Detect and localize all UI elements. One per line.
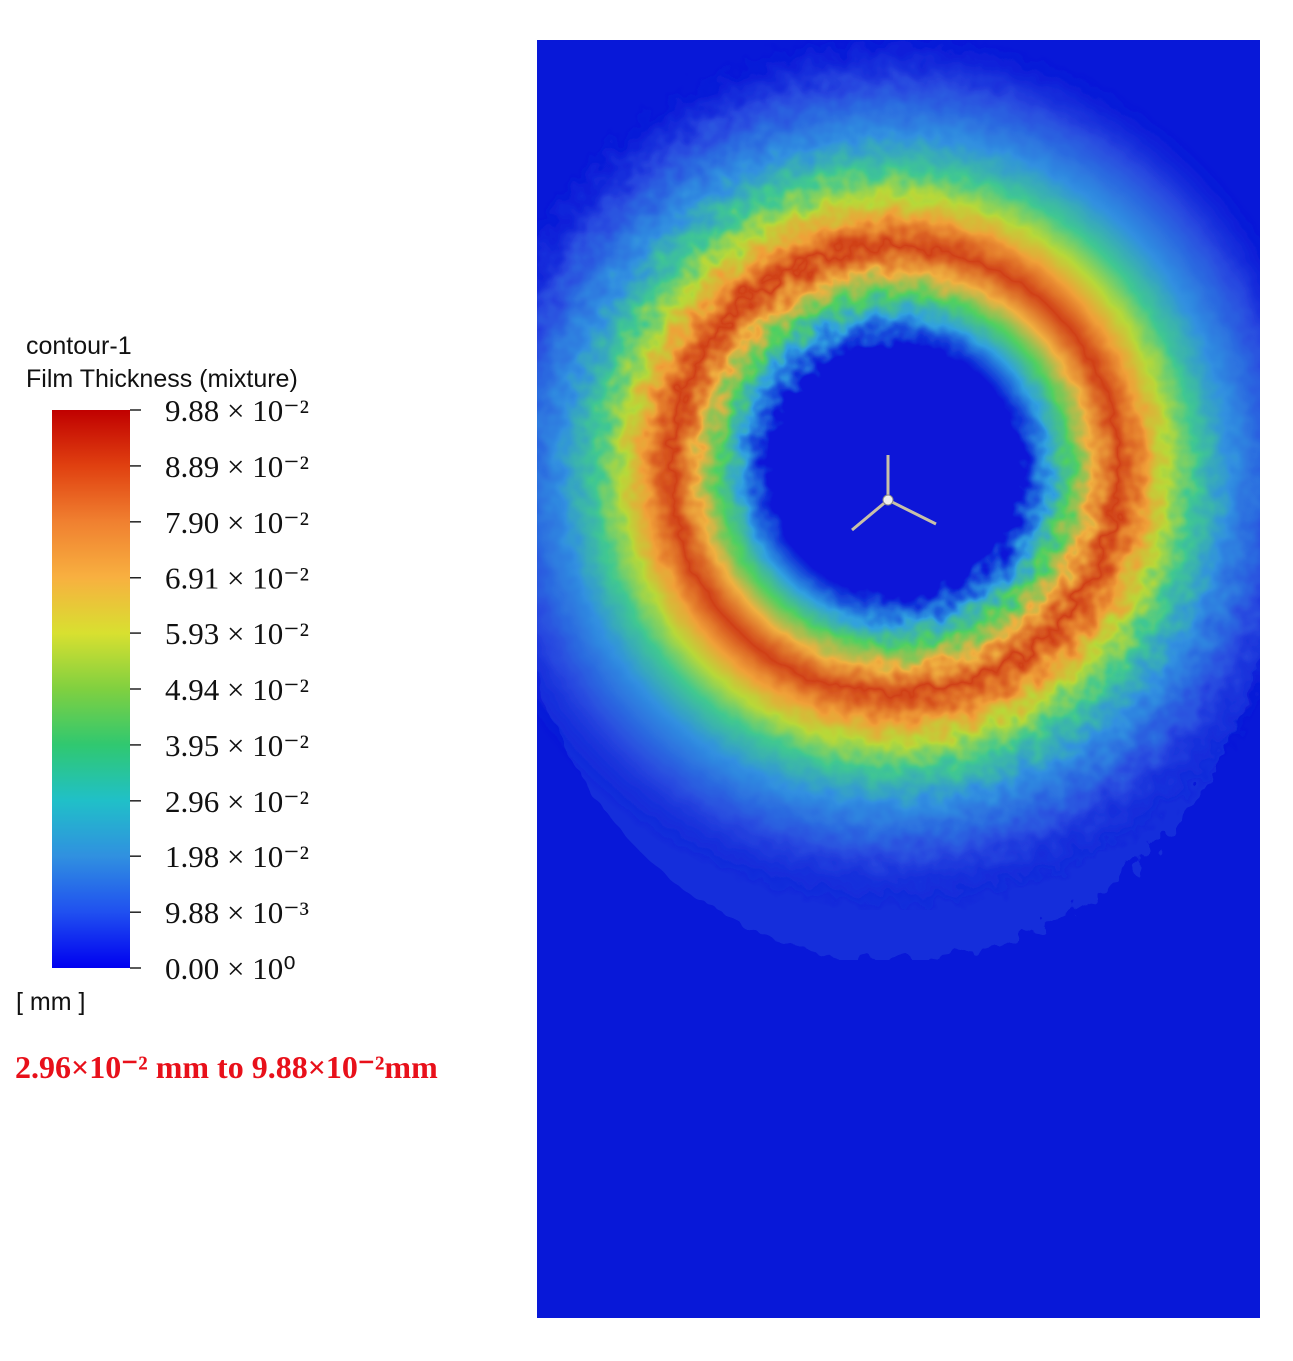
film-ring xyxy=(537,40,1260,910)
legend-title: contour-1 xyxy=(26,332,132,360)
colorbar-tick-label: 8.89 × 10⁻² xyxy=(165,449,309,484)
colorbar-tick-label: 9.88 × 10⁻³ xyxy=(165,895,309,930)
colorbar-tick-label: 3.95 × 10⁻² xyxy=(165,728,309,763)
colorbar-tick-label: 0.00 × 10⁰ xyxy=(165,951,296,986)
colorbar-tick-label: 7.90 × 10⁻² xyxy=(165,505,309,540)
range-annotation: 2.96×10⁻² mm to 9.88×10⁻²mm xyxy=(15,1049,438,1085)
colorbar-tick-label: 4.94 × 10⁻² xyxy=(165,672,309,707)
rotor xyxy=(851,455,937,532)
unit-label: [ mm ] xyxy=(16,988,85,1016)
legend-subtitle: Film Thickness (mixture) xyxy=(26,365,298,393)
colorbar-tick-label: 6.91 × 10⁻² xyxy=(165,561,309,596)
colorbar-tick-label: 1.98 × 10⁻² xyxy=(165,839,309,874)
colorbar-tick-label: 2.96 × 10⁻² xyxy=(165,784,309,819)
colorbar-tick-label: 9.88 × 10⁻² xyxy=(165,393,309,428)
colorbar-tick-label: 5.93 × 10⁻² xyxy=(165,616,309,651)
contour-field xyxy=(537,40,1260,1318)
colorbar xyxy=(52,410,130,968)
